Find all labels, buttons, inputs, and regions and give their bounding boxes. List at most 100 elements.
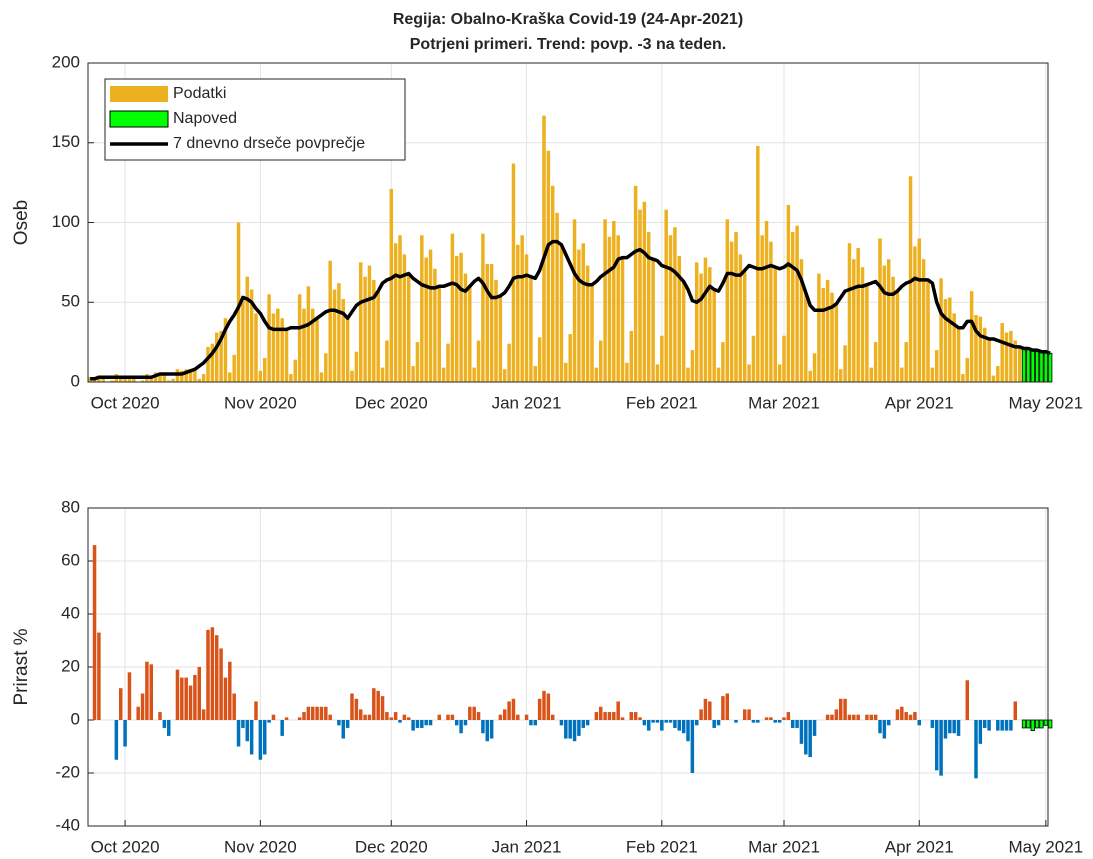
x-tick-label: Jan 2021 <box>492 393 562 412</box>
bar <box>145 661 149 720</box>
bar <box>158 372 162 382</box>
bar <box>703 257 708 382</box>
bar <box>389 717 394 720</box>
bar <box>315 706 319 720</box>
bar <box>502 709 507 720</box>
bar <box>996 720 1000 731</box>
bar <box>406 717 411 720</box>
bar <box>223 677 228 720</box>
bar <box>188 369 193 382</box>
bar <box>328 714 332 720</box>
bar <box>258 370 263 382</box>
bar <box>345 318 350 382</box>
bar <box>729 241 734 382</box>
bar <box>673 227 677 382</box>
bar <box>345 720 350 728</box>
bar <box>996 366 1000 382</box>
bar <box>411 366 415 382</box>
bar <box>930 367 935 382</box>
bar <box>930 720 935 728</box>
bar <box>934 720 939 771</box>
bar <box>136 706 140 720</box>
x-tick-label: May 2021 <box>1008 837 1083 856</box>
legend-patch <box>109 110 169 128</box>
bar <box>725 693 730 720</box>
bar <box>481 720 485 734</box>
bar <box>393 712 398 720</box>
legend-label: 7 dnevno drseče povprečje <box>173 135 365 152</box>
bar <box>821 287 826 382</box>
bar <box>302 308 306 382</box>
bar <box>646 232 651 382</box>
bar <box>1004 332 1009 382</box>
bar <box>428 249 433 382</box>
x-tick-label: Dec 2020 <box>355 393 428 412</box>
axes-frame <box>87 62 1049 383</box>
bar <box>948 720 952 734</box>
bar <box>507 701 511 720</box>
bar <box>564 362 568 382</box>
y-tick-label: 0 <box>71 371 80 390</box>
bar <box>463 273 468 382</box>
bar <box>516 714 520 720</box>
bar <box>315 318 319 382</box>
y-tick-label: -40 <box>55 815 80 834</box>
bar <box>149 664 154 720</box>
bar <box>341 720 346 739</box>
bar <box>830 292 834 382</box>
bar <box>306 706 311 720</box>
bar <box>616 235 620 382</box>
bar <box>441 367 446 382</box>
bar <box>598 706 603 720</box>
bar <box>603 219 607 382</box>
bar <box>310 308 315 382</box>
bar <box>790 232 795 382</box>
bar <box>742 270 747 382</box>
bar <box>476 340 481 382</box>
bar <box>751 720 756 723</box>
bar <box>249 720 254 755</box>
bar <box>742 709 747 720</box>
bar <box>843 345 847 382</box>
bar <box>1021 719 1027 729</box>
bar <box>214 635 219 720</box>
bar <box>908 714 913 720</box>
bar <box>825 279 830 382</box>
bar <box>306 286 311 382</box>
bar <box>140 380 145 382</box>
y-tick-label: 0 <box>71 709 80 728</box>
bar <box>651 720 655 723</box>
bar <box>184 369 188 382</box>
bar <box>690 720 695 773</box>
bar <box>638 209 642 382</box>
bar <box>1013 701 1018 720</box>
bar <box>987 720 991 731</box>
bar <box>415 342 420 382</box>
bar <box>385 340 389 382</box>
bar <box>917 238 922 382</box>
y-tick-label: 200 <box>52 52 80 71</box>
bar <box>354 351 359 382</box>
bar <box>869 714 874 720</box>
bar <box>236 222 241 382</box>
bar <box>852 259 856 382</box>
bar <box>716 367 721 382</box>
bar <box>612 712 616 720</box>
bar <box>878 238 882 382</box>
bar <box>572 720 577 742</box>
bar <box>537 337 542 382</box>
bar <box>716 720 721 726</box>
bar <box>738 254 743 382</box>
y-tick-label: 60 <box>61 550 80 569</box>
x-tick-label: Mar 2021 <box>748 837 820 856</box>
bar <box>978 720 983 744</box>
bar <box>804 720 808 755</box>
bar <box>511 163 516 382</box>
bar <box>747 709 751 720</box>
bar <box>127 672 132 720</box>
bar <box>982 720 987 728</box>
y-tick-label: 50 <box>61 292 80 311</box>
bar <box>699 273 703 382</box>
bar <box>302 712 306 720</box>
bar <box>358 262 363 382</box>
